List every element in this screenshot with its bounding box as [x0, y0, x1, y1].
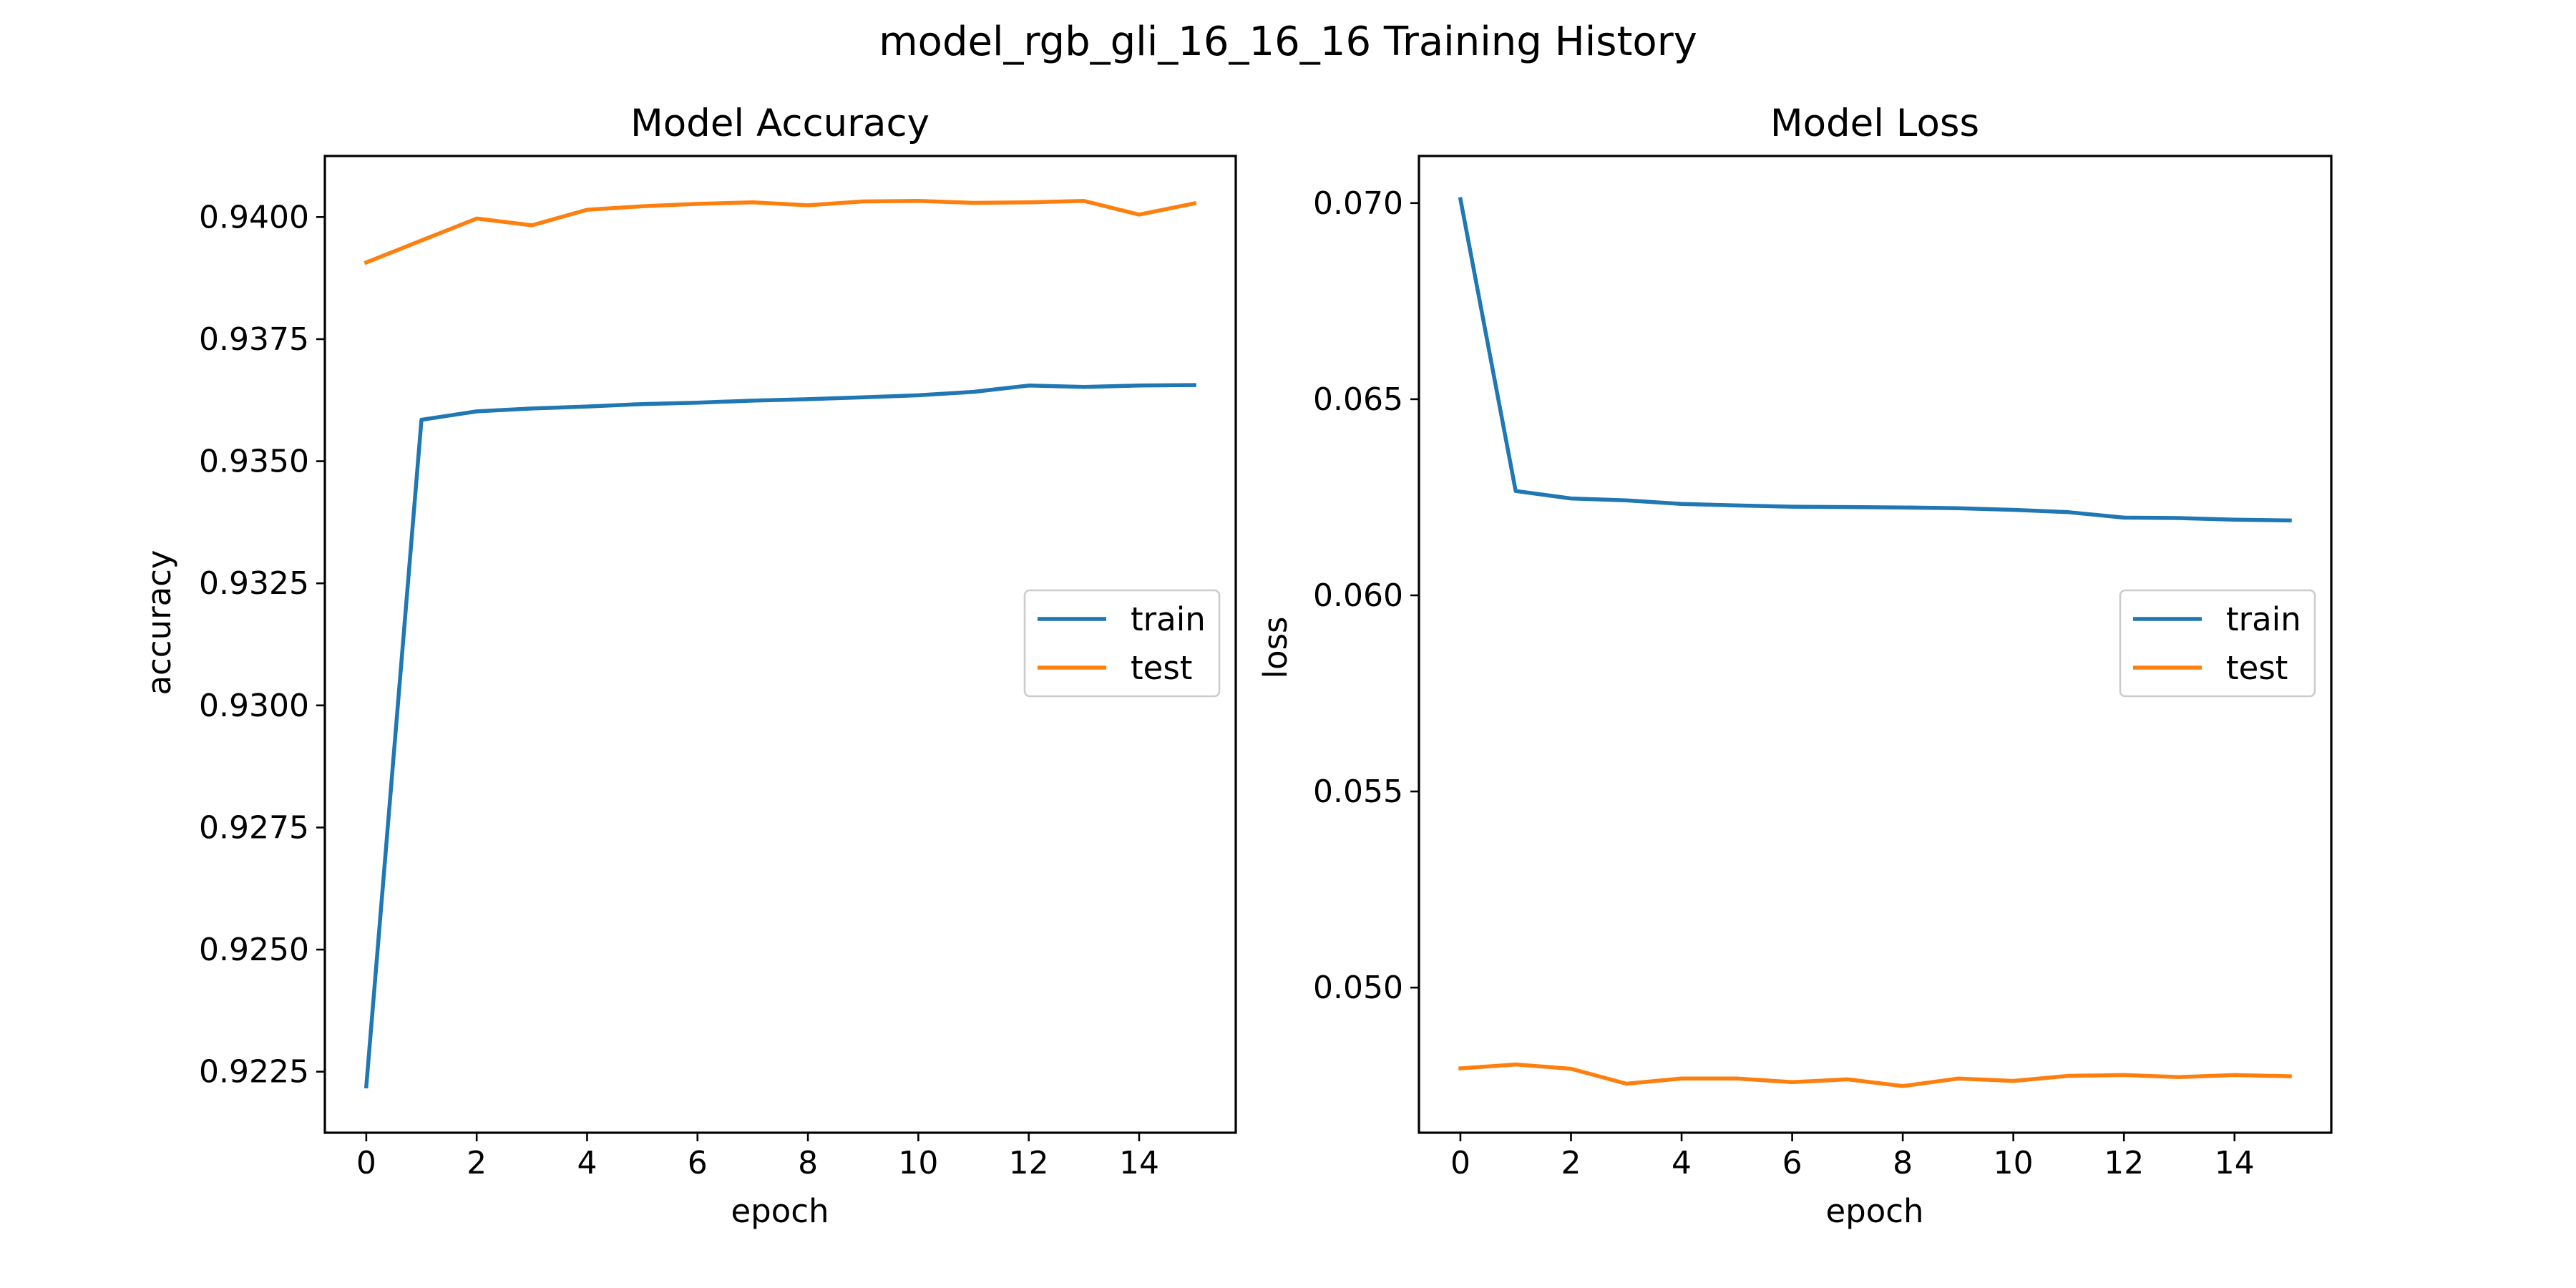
- x-tick-label: 14: [1119, 1145, 1159, 1181]
- x-tick-label: 4: [577, 1145, 597, 1181]
- y-tick-label: 0.060: [1313, 577, 1403, 614]
- y-tick-label: 0.065: [1313, 381, 1403, 418]
- legend-label-train: train: [1131, 600, 1206, 638]
- legend-label-train: train: [2226, 600, 2301, 638]
- x-tick-label: 4: [1672, 1145, 1692, 1181]
- x-tick-label: 2: [1561, 1145, 1581, 1181]
- x-axis-label: epoch: [731, 1192, 829, 1230]
- x-tick-label: 14: [2215, 1145, 2255, 1181]
- x-tick-label: 12: [1009, 1145, 1049, 1181]
- x-tick-label: 8: [798, 1145, 818, 1181]
- legend: train test: [1023, 589, 1221, 698]
- y-tick-label: 0.9250: [199, 932, 309, 968]
- y-tick-label: 0.9325: [199, 565, 309, 602]
- y-tick-label: 0.9275: [199, 809, 309, 846]
- x-tick-label: 12: [2104, 1145, 2144, 1181]
- series-line-train: [1458, 197, 2292, 523]
- panel-title: Model Accuracy: [630, 102, 930, 145]
- accuracy-panel: Model Accuracy epoch accuracy 0 2 4 6 8 10 12 1…: [140, 102, 1237, 1230]
- legend-box: [1023, 589, 1221, 698]
- x-tick-label: 2: [467, 1145, 487, 1181]
- y-axis-label: loss: [1257, 617, 1294, 679]
- y-tick-label: 0.9350: [199, 444, 309, 480]
- x-tick-label: 10: [1994, 1145, 2034, 1181]
- series-line-train: [364, 383, 1196, 1089]
- legend-label-test: test: [2226, 649, 2288, 687]
- x-tick-label: 10: [898, 1145, 938, 1181]
- y-tick-label: 0.070: [1313, 185, 1403, 222]
- x-tick-label: 8: [1893, 1145, 1913, 1181]
- figure-title: model_rgb_gli_16_16_16 Training History: [879, 19, 1697, 65]
- x-tick-label: 6: [688, 1145, 708, 1181]
- series-line-test: [364, 199, 1197, 265]
- y-tick-label: 0.055: [1313, 774, 1403, 810]
- x-tick-label: 0: [356, 1145, 376, 1181]
- y-tick-label: 0.050: [1313, 970, 1403, 1006]
- axes-frame: [1418, 155, 2333, 1134]
- y-axis-label: accuracy: [140, 550, 178, 695]
- loss-panel: Model Loss epoch loss 0 2 4 6 8 10 12 14 0.050 0.…: [1257, 102, 2333, 1230]
- y-tick-label: 0.9225: [199, 1054, 309, 1091]
- x-tick-label: 0: [1450, 1145, 1470, 1181]
- x-tick-label: 6: [1782, 1145, 1802, 1181]
- legend: train test: [2119, 589, 2316, 698]
- y-tick-label: 0.9300: [199, 688, 309, 724]
- axes-frame: [323, 155, 1237, 1134]
- legend-box: [2119, 589, 2316, 698]
- y-tick-label: 0.9375: [199, 321, 309, 358]
- x-axis-label: epoch: [1825, 1192, 1923, 1230]
- panel-title: Model Loss: [1770, 102, 1979, 145]
- series-line-test: [1458, 1062, 2292, 1088]
- y-tick-label: 0.9400: [199, 199, 309, 235]
- legend-label-test: test: [1131, 649, 1192, 687]
